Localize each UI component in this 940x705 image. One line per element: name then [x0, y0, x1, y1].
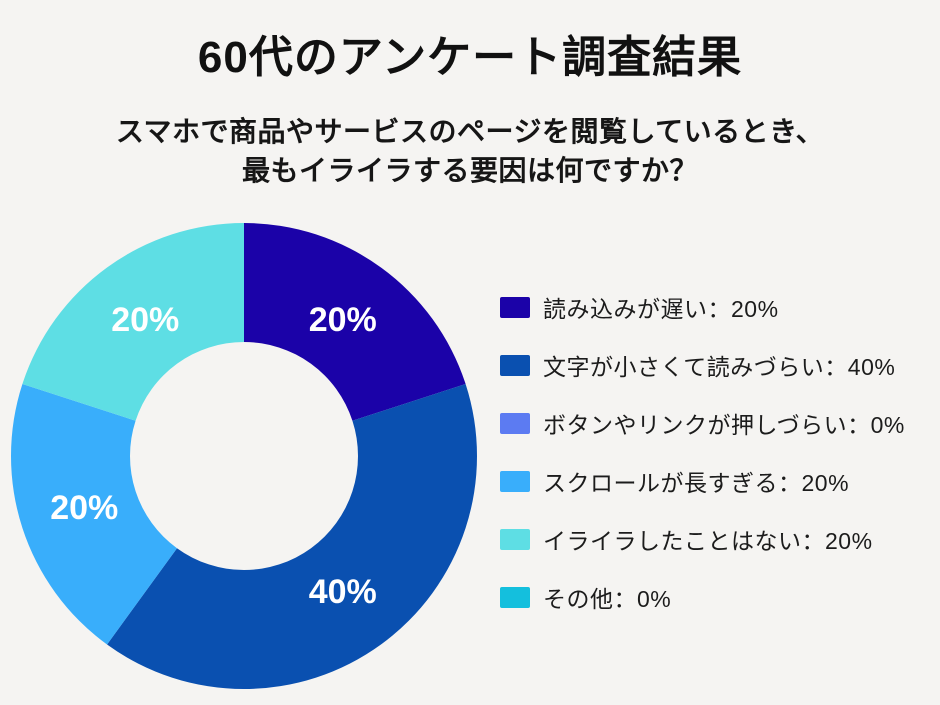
legend-swatch-icon — [500, 412, 530, 434]
legend-swatch-icon — [500, 528, 530, 550]
subtitle-line-1: スマホで商品やサービスのページを閲覧しているとき、 — [115, 116, 825, 147]
legend-label: ボタンやリンクが押しづらい：0% — [543, 412, 905, 438]
legend-swatch-icon — [500, 586, 530, 608]
legend-item-4: イライラしたことはない：20% — [500, 528, 905, 554]
donut-chart: 20% 40% 20% 20% — [10, 222, 478, 690]
page-subtitle: スマホで商品やサービスのページを閲覧しているとき、 最もイライラする要因は何です… — [0, 112, 940, 190]
legend-item-1: 文字が小さくて読みづらい：40% — [500, 354, 905, 380]
legend-swatch-icon — [500, 354, 530, 376]
legend-swatch-icon — [500, 296, 530, 318]
chart-slice-0 — [244, 223, 466, 421]
page-title: 60代のアンケート調査結果 — [197, 33, 743, 82]
donut-chart-svg: 20% 40% 20% 20% — [10, 223, 478, 689]
chart-slice-1 — [107, 383, 478, 689]
legend-label: その他：0% — [543, 586, 672, 612]
slice-label-0: 20% — [309, 301, 377, 339]
slice-label-4: 20% — [111, 301, 179, 339]
legend-label: イライラしたことはない：20% — [543, 528, 873, 554]
subtitle-line-2: 最もイライラする要因は何ですか？ — [241, 155, 698, 186]
legend-label: 読み込みが遅い：20% — [543, 296, 779, 322]
chart-slice-4 — [22, 223, 244, 421]
slice-label-1: 40% — [309, 573, 377, 611]
legend-swatch-icon — [500, 470, 530, 492]
chart-slice-3 — [10, 383, 177, 645]
legend-item-5: その他：0% — [500, 586, 905, 612]
legend-item-2: ボタンやリンクが押しづらい：0% — [500, 412, 905, 438]
legend-item-0: 読み込みが遅い：20% — [500, 296, 905, 322]
chart-legend: 読み込みが遅い：20% 文字が小さくて読みづらい：40% ボタンやリンクが押しづらい… — [500, 296, 905, 644]
slice-label-3: 20% — [50, 489, 118, 527]
legend-label: 文字が小さくて読みづらい：40% — [543, 354, 896, 380]
legend-label: スクロールが長すぎる：20% — [543, 470, 850, 496]
legend-item-3: スクロールが長すぎる：20% — [500, 470, 905, 496]
